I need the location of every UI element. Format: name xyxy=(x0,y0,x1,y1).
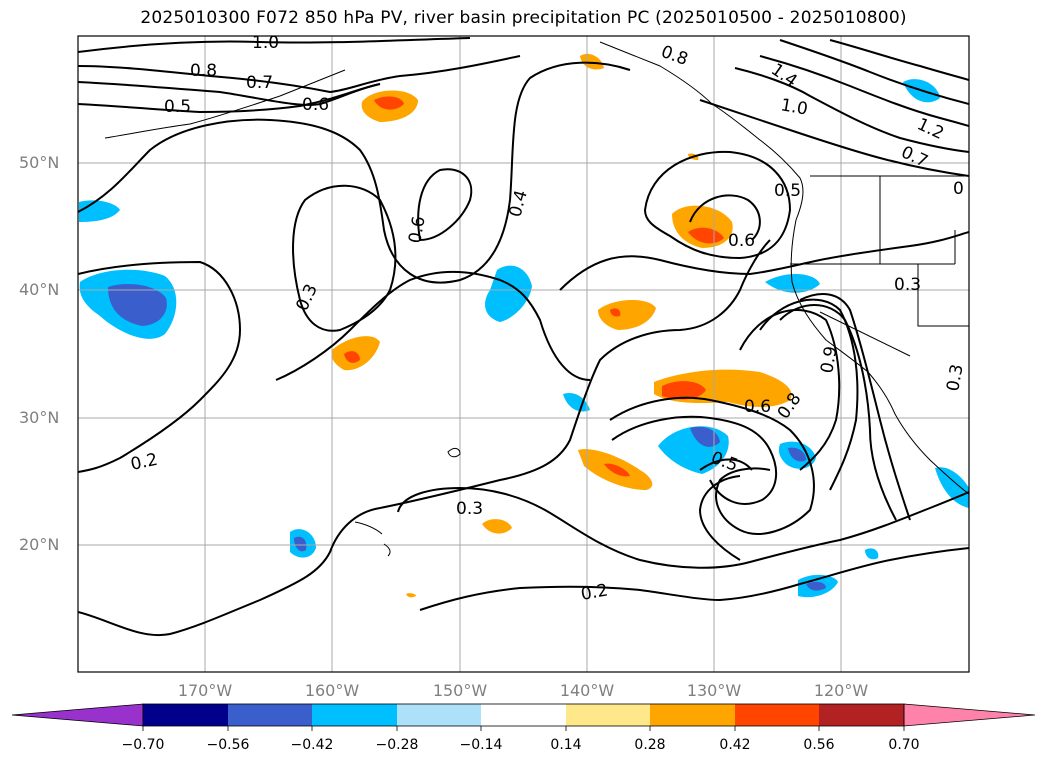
neg-anomaly-131w-28n-core xyxy=(690,426,720,447)
contour-label: 0.7 xyxy=(246,73,273,93)
contour-label: 0.6 xyxy=(302,95,329,115)
pos-anomaly-130w-33n-core xyxy=(662,381,706,400)
colorbar-tick-label: −0.70 xyxy=(121,737,165,753)
precip-anomaly-shading xyxy=(79,53,969,598)
pos-anomaly-157w-56n-core xyxy=(374,96,404,110)
contour-label: 0 xyxy=(953,179,964,199)
lon-label: 140°W xyxy=(559,681,615,700)
neg-anomaly-w-40n-core xyxy=(108,284,167,326)
contour-label: 1.0 xyxy=(252,33,279,53)
colorbar-tick-label: 0.14 xyxy=(550,737,582,753)
pos-anomaly-148w-22n xyxy=(482,519,512,534)
contour-label: 0.6 xyxy=(405,215,429,245)
lon-label: 160°W xyxy=(304,681,360,700)
neg-anomaly-123w-27n-core xyxy=(788,447,806,462)
lon-label: 150°W xyxy=(432,681,488,700)
lat-label: 40°N xyxy=(19,280,60,299)
colorbar-bin xyxy=(819,704,904,726)
contour-label: 0.9 xyxy=(817,345,841,375)
contour-label: 0.5 xyxy=(164,97,191,117)
neg-anomaly-122w-17n-core xyxy=(806,581,826,591)
colorbar-tick-label: −0.56 xyxy=(206,737,250,753)
colorbar-bin xyxy=(566,704,650,726)
colorbar-extend-high xyxy=(903,703,1036,727)
colorbar-bin xyxy=(397,704,481,726)
colorbar-bin xyxy=(143,704,228,726)
lon-label: 130°W xyxy=(686,681,742,700)
lat-label: 30°N xyxy=(19,408,60,427)
colorbar xyxy=(11,703,1036,731)
colorbar-tick-label: −0.42 xyxy=(290,737,334,753)
pos-anomaly-138w-25n-core xyxy=(604,463,630,477)
colorbar-tick-label: −0.28 xyxy=(375,737,419,753)
contour-label: 0.6 xyxy=(728,231,755,251)
pos-anomaly-136w-37n xyxy=(598,299,656,330)
colorbar-bin xyxy=(735,704,819,726)
colorbar-tick-label: 0.70 xyxy=(888,737,920,753)
lon-label: 120°W xyxy=(813,681,869,700)
lon-label: 170°W xyxy=(177,681,233,700)
contour-label: 0.2 xyxy=(579,581,609,605)
pos-anomaly-154w-16n xyxy=(406,593,416,598)
pos-anomaly-136w-37n-core xyxy=(610,308,621,317)
colorbar-tick-label: 0.42 xyxy=(719,737,751,753)
colorbar-tick-label: −0.14 xyxy=(459,737,503,753)
plot-title: 2025010300 F072 850 hPa PV, river basin … xyxy=(140,8,907,28)
contour-label: 0.6 xyxy=(744,397,771,417)
colorbar-bin xyxy=(312,704,397,726)
pv-contours xyxy=(78,37,969,637)
pos-anomaly-138w-60n xyxy=(580,53,604,70)
colorbar-bin xyxy=(481,704,566,726)
graticule xyxy=(78,36,969,672)
colorbar-bin xyxy=(650,704,735,726)
contour-label: 0.3 xyxy=(894,275,921,295)
contour-label: 0.3 xyxy=(943,363,967,393)
neg-anomaly-140w-32n xyxy=(563,392,590,412)
contour-label: 0.5 xyxy=(774,181,801,201)
colorbar-tick-label: 0.28 xyxy=(634,737,666,753)
contour-label: 0.8 xyxy=(190,61,217,81)
colorbar-extend-low xyxy=(11,703,144,727)
neg-anomaly-se-corner xyxy=(935,467,969,508)
neg-anomaly-115w-22n xyxy=(865,548,879,560)
neg-anomaly-162w-20n-core xyxy=(294,536,307,552)
map-frame xyxy=(77,35,970,673)
lat-label: 50°N xyxy=(19,153,60,172)
lat-label: 20°N xyxy=(19,535,60,554)
colorbar-tick-label: 0.56 xyxy=(803,737,835,753)
contour-label: 1.0 xyxy=(779,95,809,119)
colorbar-bin xyxy=(228,704,312,726)
pos-anomaly-131w-45n-core xyxy=(688,227,724,244)
contour-label: 0.3 xyxy=(456,499,483,519)
pos-anomaly-158w-35n-core xyxy=(344,351,360,363)
